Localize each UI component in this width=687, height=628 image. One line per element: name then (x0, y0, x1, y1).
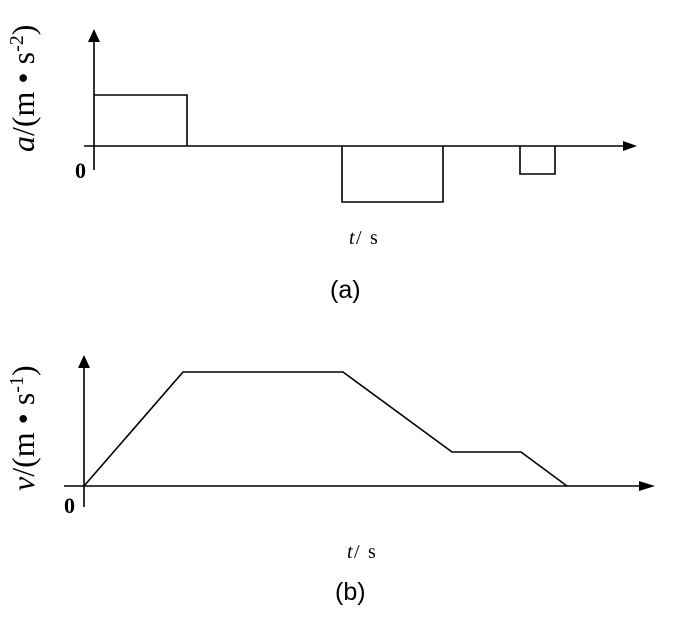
svg-text:(a): (a) (330, 276, 361, 304)
svg-text:s: s (368, 541, 376, 563)
svg-text:(b): (b) (335, 578, 366, 606)
svg-text:t: t (347, 541, 353, 563)
svg-text:t: t (349, 227, 355, 249)
svg-text:0: 0 (75, 158, 86, 183)
svg-text:/: / (356, 227, 362, 249)
svg-text:s: s (370, 227, 378, 249)
svg-text:0: 0 (64, 493, 75, 518)
svg-text:/: / (354, 541, 360, 563)
